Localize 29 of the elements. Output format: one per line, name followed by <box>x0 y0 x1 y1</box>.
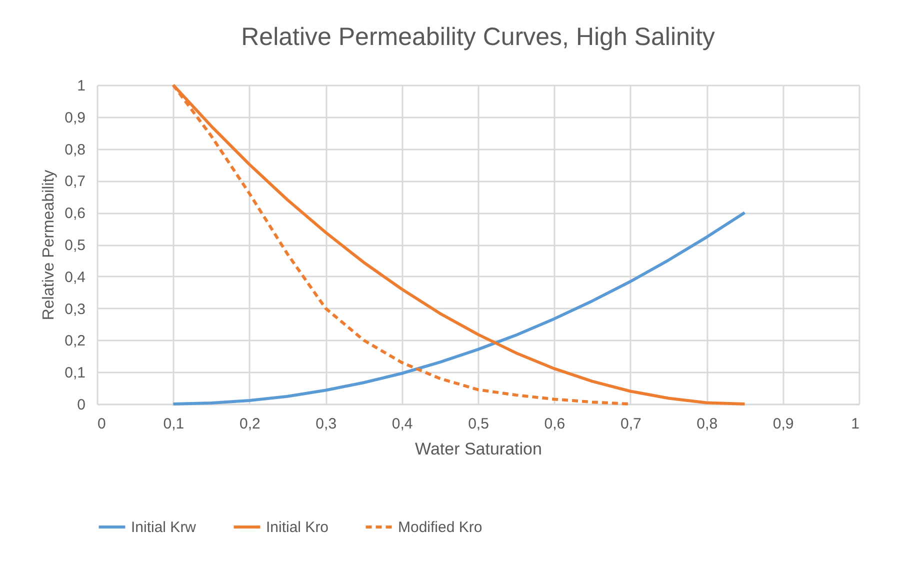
x-axis-title: Water Saturation <box>415 440 542 458</box>
y-tick-label: 0,4 <box>64 268 86 286</box>
legend-label: Modified Kro <box>398 519 482 536</box>
y-tick-label: 1 <box>77 78 86 94</box>
x-tick-label: 0,3 <box>316 416 337 432</box>
x-tick-label: 0,7 <box>620 416 642 432</box>
x-tick-label: 0,8 <box>696 416 718 432</box>
y-tick-label: 0,3 <box>64 300 86 318</box>
x-tick-label: 0,1 <box>163 416 184 432</box>
x-tick-label: 0,5 <box>468 416 489 432</box>
x-tick-label: 0,6 <box>544 416 566 432</box>
y-tick-label: 0 <box>77 396 86 414</box>
y-tick-label: 0,8 <box>64 141 86 158</box>
y-tick-label: 0,1 <box>64 364 86 382</box>
chart-title: Relative Permeability Curves, High Salinity <box>241 23 716 51</box>
y-tick-label: 0,7 <box>64 173 86 190</box>
x-tick-label: 0 <box>98 416 106 432</box>
x-tick-label: 0,2 <box>239 416 260 432</box>
x-tick-label: 0,4 <box>392 416 413 432</box>
y-tick-label: 0,2 <box>64 332 86 350</box>
y-axis-title: Relative Permeability <box>40 170 58 320</box>
legend-label: Initial Kro <box>266 519 329 536</box>
line-series <box>172 211 746 406</box>
y-tick-label: 0,9 <box>64 109 86 126</box>
legend-label: Initial Krw <box>131 519 196 536</box>
x-tick-label: 1 <box>851 416 860 432</box>
y-tick-label: 0,6 <box>64 205 86 222</box>
x-tick-label: 0,9 <box>772 416 794 432</box>
y-tick-label: 0,5 <box>64 237 86 254</box>
